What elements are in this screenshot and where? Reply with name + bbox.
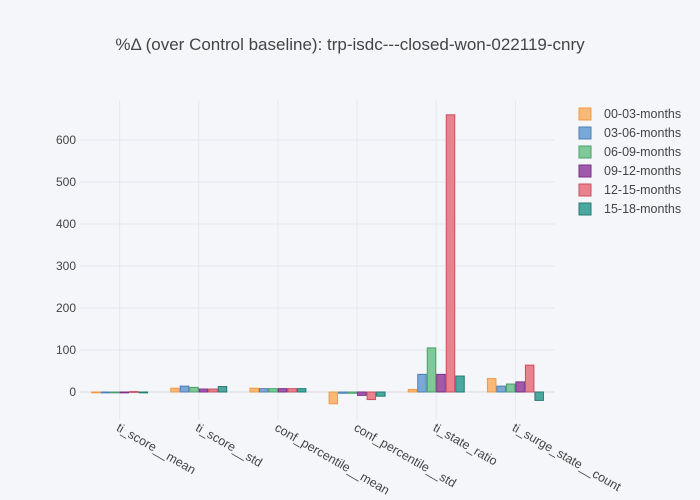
- bar[interactable]: [417, 373, 427, 393]
- x-tick-label: ti_state_ratio: [431, 420, 500, 468]
- bar[interactable]: [436, 373, 446, 393]
- bar[interactable]: [170, 387, 180, 393]
- bar[interactable]: [524, 364, 535, 393]
- legend-swatch: [578, 164, 592, 178]
- legend-swatch: [578, 126, 592, 140]
- bar[interactable]: [110, 391, 120, 394]
- bar[interactable]: [179, 385, 190, 393]
- legend-swatch: [578, 183, 592, 197]
- x-tick-label: ti_score__mean: [114, 420, 198, 477]
- legend-item[interactable]: 12-15-months: [578, 183, 681, 197]
- bar[interactable]: [357, 391, 367, 396]
- y-tick-label: 0: [69, 385, 76, 399]
- chart-title: %Δ (over Control baseline): trp-isdc---c…: [115, 35, 585, 54]
- legend[interactable]: 00-03-months 03-06-months 06-09-months 09-1…: [578, 107, 681, 216]
- bar[interactable]: [366, 391, 377, 401]
- bar[interactable]: [515, 381, 525, 393]
- legend-swatch: [578, 202, 592, 216]
- bar[interactable]: [407, 388, 418, 393]
- bar[interactable]: [534, 391, 544, 401]
- y-tick-label: 500: [56, 175, 76, 189]
- y-tick-label: 600: [56, 133, 76, 147]
- bar[interactable]: [296, 388, 307, 393]
- legend-label: 03-06-months: [604, 126, 681, 140]
- bar[interactable]: [455, 375, 465, 393]
- bar[interactable]: [208, 388, 218, 393]
- bar[interactable]: [486, 378, 497, 393]
- bar[interactable]: [376, 391, 386, 397]
- y-tick-label: 300: [56, 259, 76, 273]
- legend-label: 00-03-months: [604, 107, 681, 121]
- legend-item[interactable]: 15-18-months: [578, 202, 681, 216]
- bar[interactable]: [258, 388, 269, 393]
- bar[interactable]: [496, 385, 506, 393]
- bar[interactable]: [189, 386, 199, 393]
- bar[interactable]: [445, 114, 456, 393]
- bar[interactable]: [338, 391, 348, 394]
- legend-label: 12-15-months: [604, 183, 681, 197]
- y-tick-label: 100: [56, 343, 76, 357]
- x-tick-label: ti_surge_state__count: [510, 420, 624, 494]
- bar[interactable]: [249, 387, 259, 393]
- legend-item[interactable]: 00-03-months: [578, 107, 681, 121]
- legend-item[interactable]: 06-09-months: [578, 145, 681, 159]
- legend-label: 09-12-months: [604, 164, 681, 178]
- bar[interactable]: [277, 388, 288, 393]
- legend-item[interactable]: 03-06-months: [578, 126, 681, 140]
- legend-label: 15-18-months: [604, 202, 681, 216]
- y-tick-label: 200: [56, 301, 76, 315]
- bar[interactable]: [328, 391, 339, 405]
- y-tick-label: 400: [56, 217, 76, 231]
- bar[interactable]: [347, 391, 358, 394]
- bar[interactable]: [268, 388, 278, 393]
- bar[interactable]: [129, 391, 139, 393]
- legend-swatch: [578, 107, 592, 121]
- bar[interactable]: [138, 391, 149, 394]
- legend-swatch: [578, 145, 592, 159]
- bar[interactable]: [198, 388, 209, 393]
- bar[interactable]: [287, 388, 297, 393]
- bar[interactable]: [100, 391, 111, 394]
- legend-item[interactable]: 09-12-months: [578, 164, 681, 178]
- x-tick-label: ti_score__std: [193, 420, 264, 469]
- y-axis-ticks: 0 100 200 300 400 500 600: [56, 133, 76, 399]
- grid: [80, 100, 555, 420]
- bar[interactable]: [119, 391, 130, 394]
- bar[interactable]: [91, 391, 101, 394]
- legend-label: 06-09-months: [604, 145, 681, 159]
- bars: [91, 114, 544, 405]
- bar[interactable]: [426, 347, 437, 393]
- bar[interactable]: [217, 386, 228, 393]
- bar[interactable]: [505, 383, 516, 393]
